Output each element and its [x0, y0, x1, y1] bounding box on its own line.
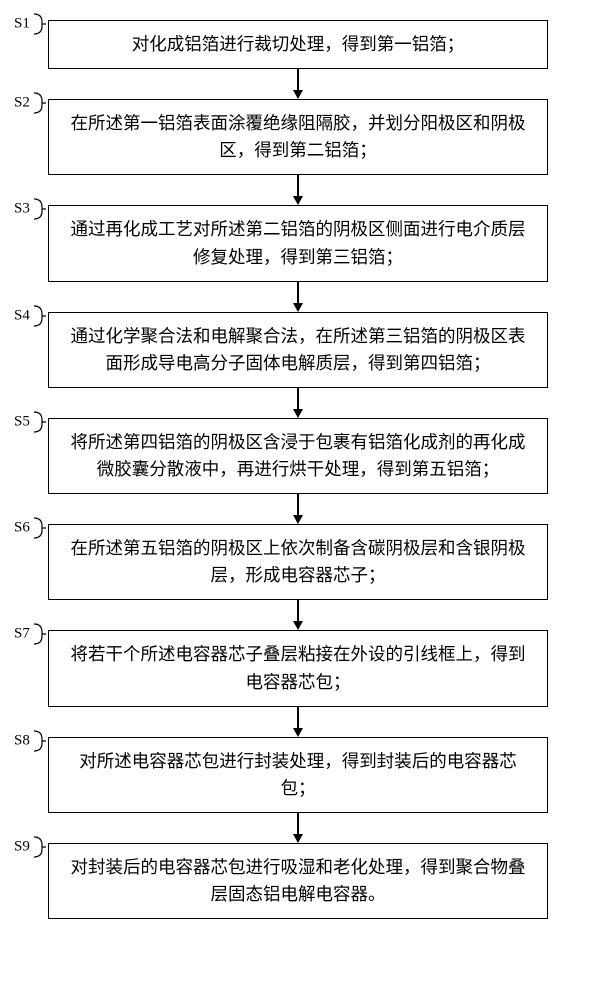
step-box: 对封装后的电容器芯包进行吸湿和老化处理，得到聚合物叠层固态铝电解电容器。 — [48, 843, 548, 919]
flow-step: S4通过化学聚合法和电解聚合法，在所述第三铝箔的阴极区表面形成导电高分子固体电解… — [30, 312, 566, 388]
flow-step: S3通过再化成工艺对所述第二铝箔的阴极区侧面进行电介质层修复处理，得到第三铝箔； — [30, 205, 566, 281]
step-box: 对化成铝箔进行裁切处理，得到第一铝箔； — [48, 20, 548, 69]
flow-arrow — [293, 600, 303, 630]
step-label: S3 — [14, 197, 46, 221]
flow-step: S9对封装后的电容器芯包进行吸湿和老化处理，得到聚合物叠层固态铝电解电容器。 — [30, 843, 566, 919]
step-box: 在所述第五铝箔的阴极区上依次制备含碳阴极层和含银阴极层，形成电容器芯子； — [48, 524, 548, 600]
step-label: S2 — [14, 91, 46, 115]
flow-arrow — [293, 69, 303, 99]
step-box: 将所述第四铝箔的阴极区含浸于包裹有铝箔化成剂的再化成微胶囊分散液中，再进行烘干处… — [48, 418, 548, 494]
flow-step: S1对化成铝箔进行裁切处理，得到第一铝箔； — [30, 20, 566, 69]
flow-step: S5将所述第四铝箔的阴极区含浸于包裹有铝箔化成剂的再化成微胶囊分散液中，再进行烘… — [30, 418, 566, 494]
step-id: S7 — [14, 626, 30, 642]
step-label: S5 — [14, 410, 46, 434]
step-id: S3 — [14, 201, 30, 217]
flow-step: S6在所述第五铝箔的阴极区上依次制备含碳阴极层和含银阴极层，形成电容器芯子； — [30, 524, 566, 600]
step-box: 在所述第一铝箔表面涂覆绝缘阻隔胶，并划分阳极区和阴极区，得到第二铝箔； — [48, 99, 548, 175]
step-id: S1 — [14, 15, 30, 31]
step-box: 通过再化成工艺对所述第二铝箔的阴极区侧面进行电介质层修复处理，得到第三铝箔； — [48, 205, 548, 281]
flow-step: S8对所述电容器芯包进行封装处理，得到封装后的电容器芯包； — [30, 737, 566, 813]
step-label: S7 — [14, 622, 46, 646]
step-id: S6 — [14, 520, 30, 536]
flow-arrow — [293, 388, 303, 418]
flow-arrow — [293, 813, 303, 843]
flow-step: S7将若干个所述电容器芯子叠层粘接在外设的引线框上，得到电容器芯包； — [30, 630, 566, 706]
step-label: S4 — [14, 304, 46, 328]
step-label: S8 — [14, 729, 46, 753]
step-label: S1 — [14, 12, 46, 36]
step-id: S5 — [14, 413, 30, 429]
flowchart: S1对化成铝箔进行裁切处理，得到第一铝箔； S2在所述第一铝箔表面涂覆绝缘阻隔胶，… — [30, 20, 566, 919]
step-label: S9 — [14, 835, 46, 859]
step-box: 将若干个所述电容器芯子叠层粘接在外设的引线框上，得到电容器芯包； — [48, 630, 548, 706]
flow-arrow — [293, 707, 303, 737]
flow-arrow — [293, 282, 303, 312]
step-id: S2 — [14, 95, 30, 111]
step-id: S8 — [14, 732, 30, 748]
step-id: S4 — [14, 307, 30, 323]
step-id: S9 — [14, 838, 30, 854]
flow-step: S2在所述第一铝箔表面涂覆绝缘阻隔胶，并划分阳极区和阴极区，得到第二铝箔； — [30, 99, 566, 175]
flow-arrow — [293, 175, 303, 205]
step-box: 通过化学聚合法和电解聚合法，在所述第三铝箔的阴极区表面形成导电高分子固体电解质层… — [48, 312, 548, 388]
flow-arrow — [293, 494, 303, 524]
step-label: S6 — [14, 516, 46, 540]
step-box: 对所述电容器芯包进行封装处理，得到封装后的电容器芯包； — [48, 737, 548, 813]
